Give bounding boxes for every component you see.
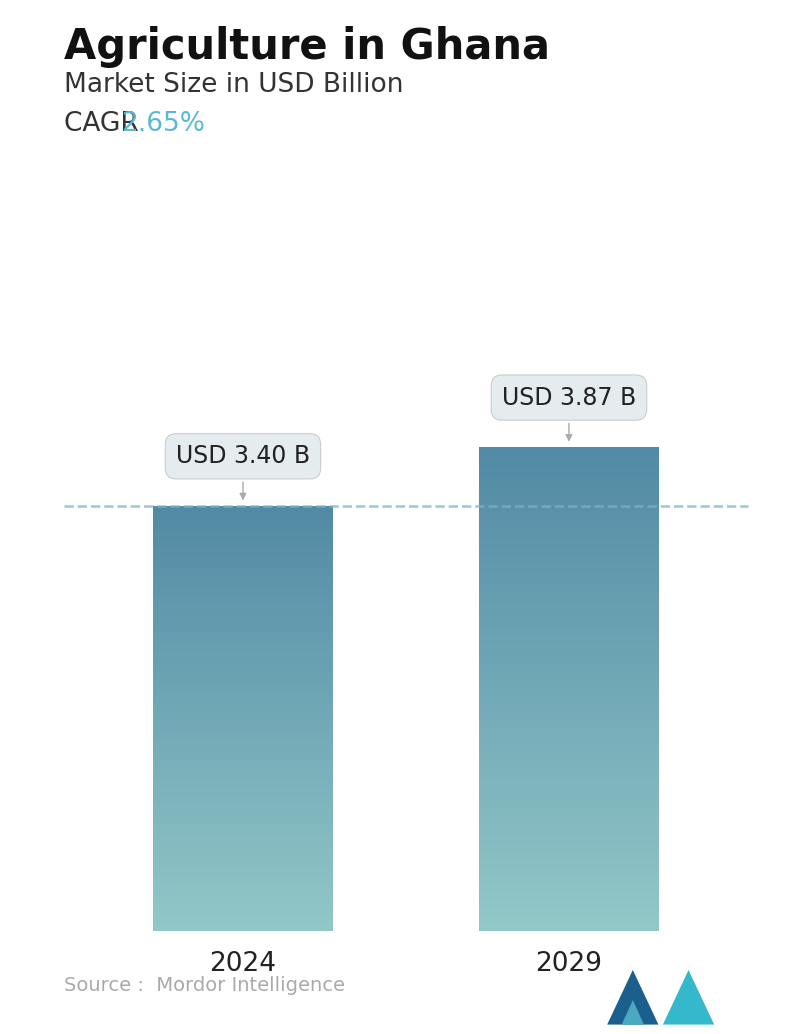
Text: USD 3.87 B: USD 3.87 B — [501, 386, 636, 440]
Text: USD 3.40 B: USD 3.40 B — [176, 445, 310, 499]
Text: Agriculture in Ghana: Agriculture in Ghana — [64, 26, 550, 68]
Text: Source :  Mordor Intelligence: Source : Mordor Intelligence — [64, 976, 345, 995]
Text: Market Size in USD Billion: Market Size in USD Billion — [64, 72, 404, 98]
Polygon shape — [607, 970, 658, 1025]
Polygon shape — [622, 1000, 644, 1025]
Text: CAGR: CAGR — [64, 111, 146, 136]
Text: 2.65%: 2.65% — [121, 111, 205, 136]
Polygon shape — [663, 970, 714, 1025]
